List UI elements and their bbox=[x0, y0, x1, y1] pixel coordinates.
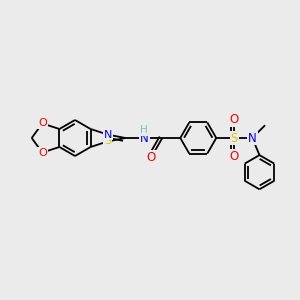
Text: O: O bbox=[38, 148, 47, 158]
Text: O: O bbox=[230, 113, 239, 126]
Text: H: H bbox=[140, 125, 148, 135]
Text: S: S bbox=[231, 131, 238, 145]
Text: N: N bbox=[103, 130, 112, 140]
Text: O: O bbox=[230, 150, 239, 163]
Text: S: S bbox=[104, 136, 111, 146]
Text: O: O bbox=[147, 151, 156, 164]
Text: O: O bbox=[38, 118, 47, 128]
Text: N: N bbox=[248, 131, 257, 145]
Text: N: N bbox=[140, 131, 149, 145]
